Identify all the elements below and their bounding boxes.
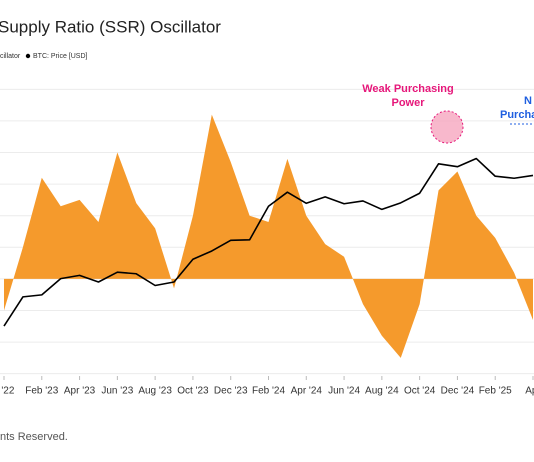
annotation: Purchas — [500, 109, 534, 121]
x-tick-label: Apr '24 — [291, 386, 323, 397]
legend-label: cillator — [0, 53, 21, 60]
annotation: N — [524, 95, 532, 107]
x-tick-label: Aug '24 — [365, 386, 399, 397]
x-tick-label: Apr '23 — [64, 386, 96, 397]
oscillator-area — [4, 114, 533, 358]
legend-label: BTC: Price [USD] — [33, 53, 88, 60]
x-axis: c '22 Feb '23 Apr '23 Jun '23 Aug '23 Oct '23… — [0, 376, 534, 397]
x-tick-label: Dec '23 — [214, 386, 248, 397]
plot — [3, 114, 534, 358]
annotation: Weak Purchasing — [362, 83, 454, 95]
annotation: Power — [391, 97, 425, 109]
x-tick-label: Feb '23 — [25, 386, 58, 397]
x-tick-label: Oct '23 — [177, 386, 209, 397]
x-tick-label: Dec '24 — [441, 386, 475, 397]
footer: nts Reserved. — [0, 431, 68, 443]
chart-title: Supply Ratio (SSR) Oscillator — [0, 17, 221, 36]
price-line — [3, 157, 534, 327]
x-tick-label: Feb '25 — [479, 386, 512, 397]
x-tick-label: Jun '23 — [101, 386, 133, 397]
x-tick-label: Apr — [525, 386, 534, 397]
legend-marker — [25, 53, 31, 59]
x-tick-label: Aug '23 — [138, 386, 172, 397]
x-tick-label: Oct '24 — [404, 386, 436, 397]
x-tick-label: c '22 — [0, 386, 15, 397]
highlight-circle — [430, 110, 464, 144]
x-tick-label: Feb '24 — [252, 386, 285, 397]
x-tick-label: Jun '24 — [328, 386, 360, 397]
